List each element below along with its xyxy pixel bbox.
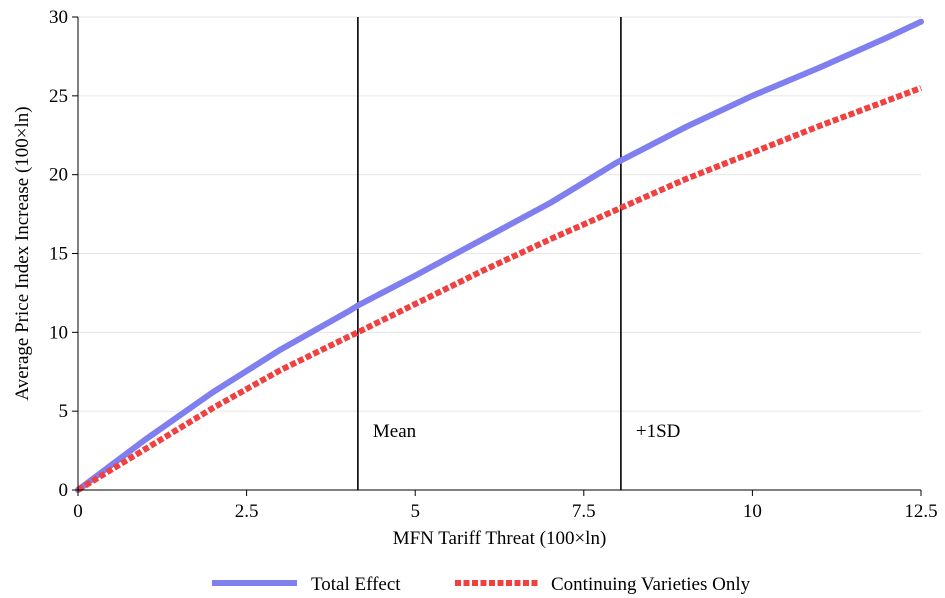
x-tick-label: 7.5 xyxy=(572,501,596,522)
y-tick-label: 10 xyxy=(49,322,68,343)
y-tick-label: 25 xyxy=(49,86,68,107)
legend-label: Total Effect xyxy=(311,574,401,595)
y-tick-label: 5 xyxy=(59,401,69,422)
y-axis-label: Average Price Index Increase (100×ln) xyxy=(12,106,33,400)
series-line xyxy=(76,85,923,493)
x-tick-label: 0 xyxy=(73,501,83,522)
legend-label: Continuing Varieties Only xyxy=(551,574,751,595)
legend: Total Effect Continuing Varieties Only xyxy=(212,574,751,595)
reference-line-label: Mean xyxy=(373,421,417,442)
x-tick-label: 10 xyxy=(743,501,762,522)
axes: 0 5 10 15 20 25 30 0 2.5 5 7.5 10 12.5 xyxy=(49,7,938,522)
y-tick-label: 0 xyxy=(59,480,69,501)
y-tick-label: 20 xyxy=(49,165,68,186)
reference-line-label: +1SD xyxy=(636,421,681,442)
x-tick-label: 2.5 xyxy=(235,501,259,522)
gridlines xyxy=(78,16,921,412)
x-axis-label: MFN Tariff Threat (100×ln) xyxy=(393,528,607,549)
y-tick-label: 30 xyxy=(49,7,68,28)
x-tick-label: 12.5 xyxy=(904,501,937,522)
series-line xyxy=(75,18,924,493)
reference-lines: Mean +1SD xyxy=(357,17,681,490)
y-tick-label: 15 xyxy=(49,244,68,265)
x-tick-label: 5 xyxy=(410,501,420,522)
series-lines xyxy=(75,18,924,493)
